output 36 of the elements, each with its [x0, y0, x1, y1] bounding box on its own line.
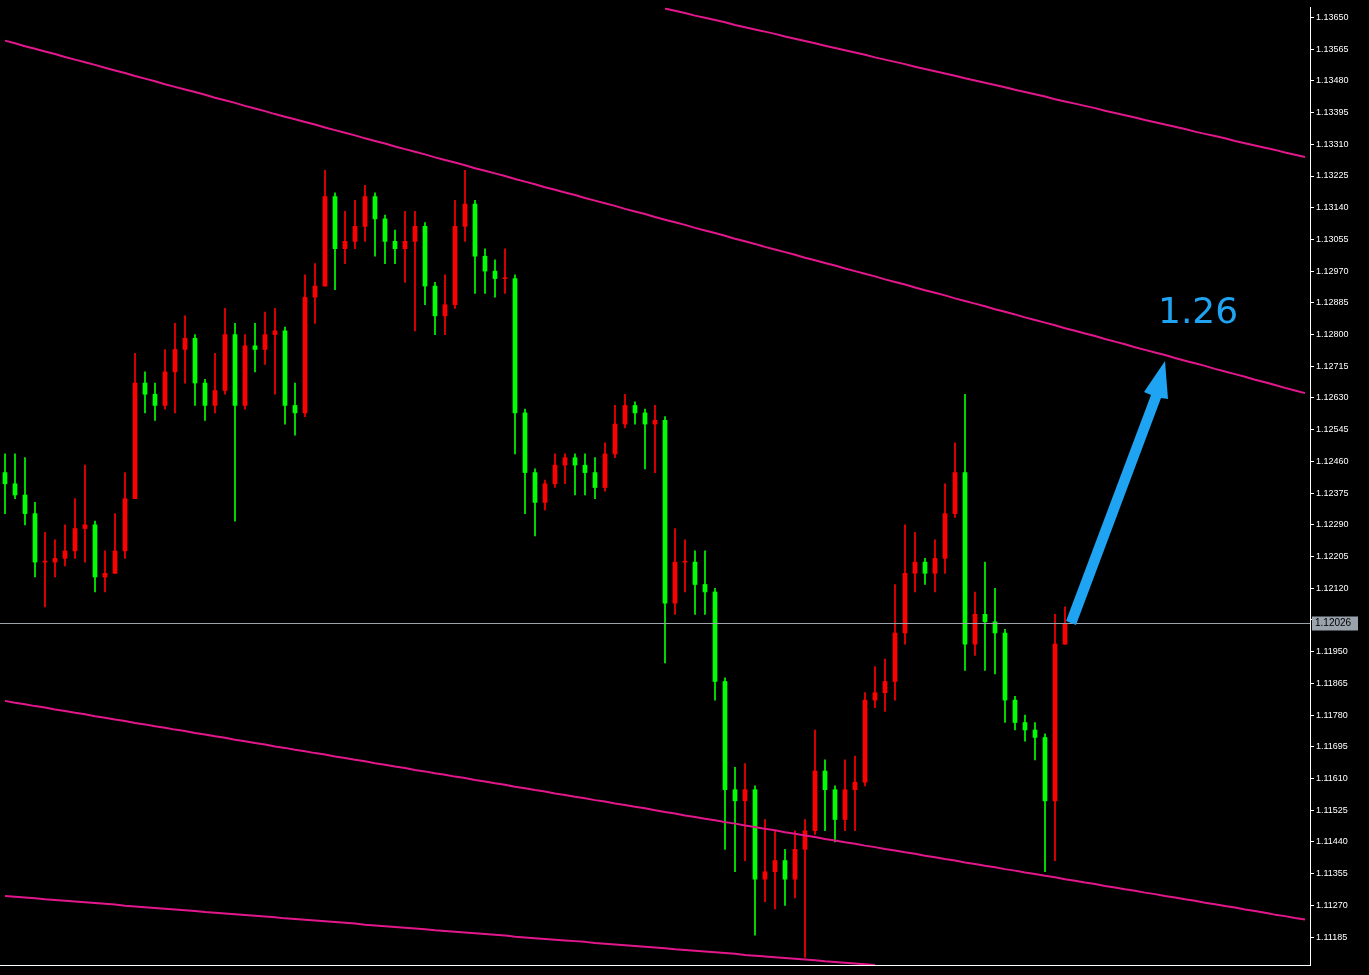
y-tick-label: 1.12120 [1316, 582, 1349, 593]
y-tick-label: 1.12715 [1316, 360, 1349, 371]
y-tick-label: 1.11355 [1316, 868, 1348, 879]
y-tick-label: 1.11525 [1316, 804, 1348, 815]
candlestick [502, 248, 508, 294]
y-tick-label: 1.13480 [1316, 75, 1349, 86]
y-tick-label: 1.13565 [1316, 43, 1349, 54]
ref-line-label: 1.12026 [1315, 617, 1352, 629]
y-tick-label: 1.11610 [1316, 772, 1348, 783]
y-tick-label: 1.11780 [1316, 709, 1348, 720]
y-tick-label: 1.11270 [1316, 899, 1348, 910]
y-tick-label: 1.13225 [1316, 170, 1349, 181]
candlestick [762, 819, 768, 902]
candlestick [272, 308, 278, 395]
y-tick-label: 1.12460 [1316, 455, 1349, 466]
candlestick [82, 464, 88, 563]
y-tick-label: 1.12290 [1316, 519, 1349, 530]
y-tick-label: 1.12545 [1316, 424, 1349, 435]
y-tick-label: 1.12885 [1316, 297, 1349, 308]
y-tick-label: 1.13310 [1316, 138, 1349, 149]
y-tick-label: 1.11865 [1316, 677, 1348, 688]
y-tick-label: 1.12375 [1316, 487, 1349, 498]
y-tick-label: 1.11695 [1316, 741, 1348, 752]
y-tick-label: 1.12970 [1316, 265, 1349, 276]
y-tick-label: 1.12800 [1316, 329, 1349, 340]
y-tick-label: 1.13055 [1316, 233, 1349, 244]
y-tick-label: 1.12205 [1316, 551, 1349, 561]
y-tick-label: 1.13140 [1316, 202, 1349, 213]
y-tick-label: 1.13650 [1316, 11, 1349, 22]
y-tick-label: 1.11185 [1316, 931, 1348, 942]
y-tick-label: 1.11440 [1316, 836, 1348, 847]
y-tick-label: 1.11950 [1316, 646, 1348, 657]
y-tick-label: 1.12630 [1316, 392, 1349, 403]
annotation: 1.26 [1158, 290, 1239, 331]
candlestick [252, 323, 258, 373]
y-tick-label: 1.13395 [1316, 107, 1349, 118]
